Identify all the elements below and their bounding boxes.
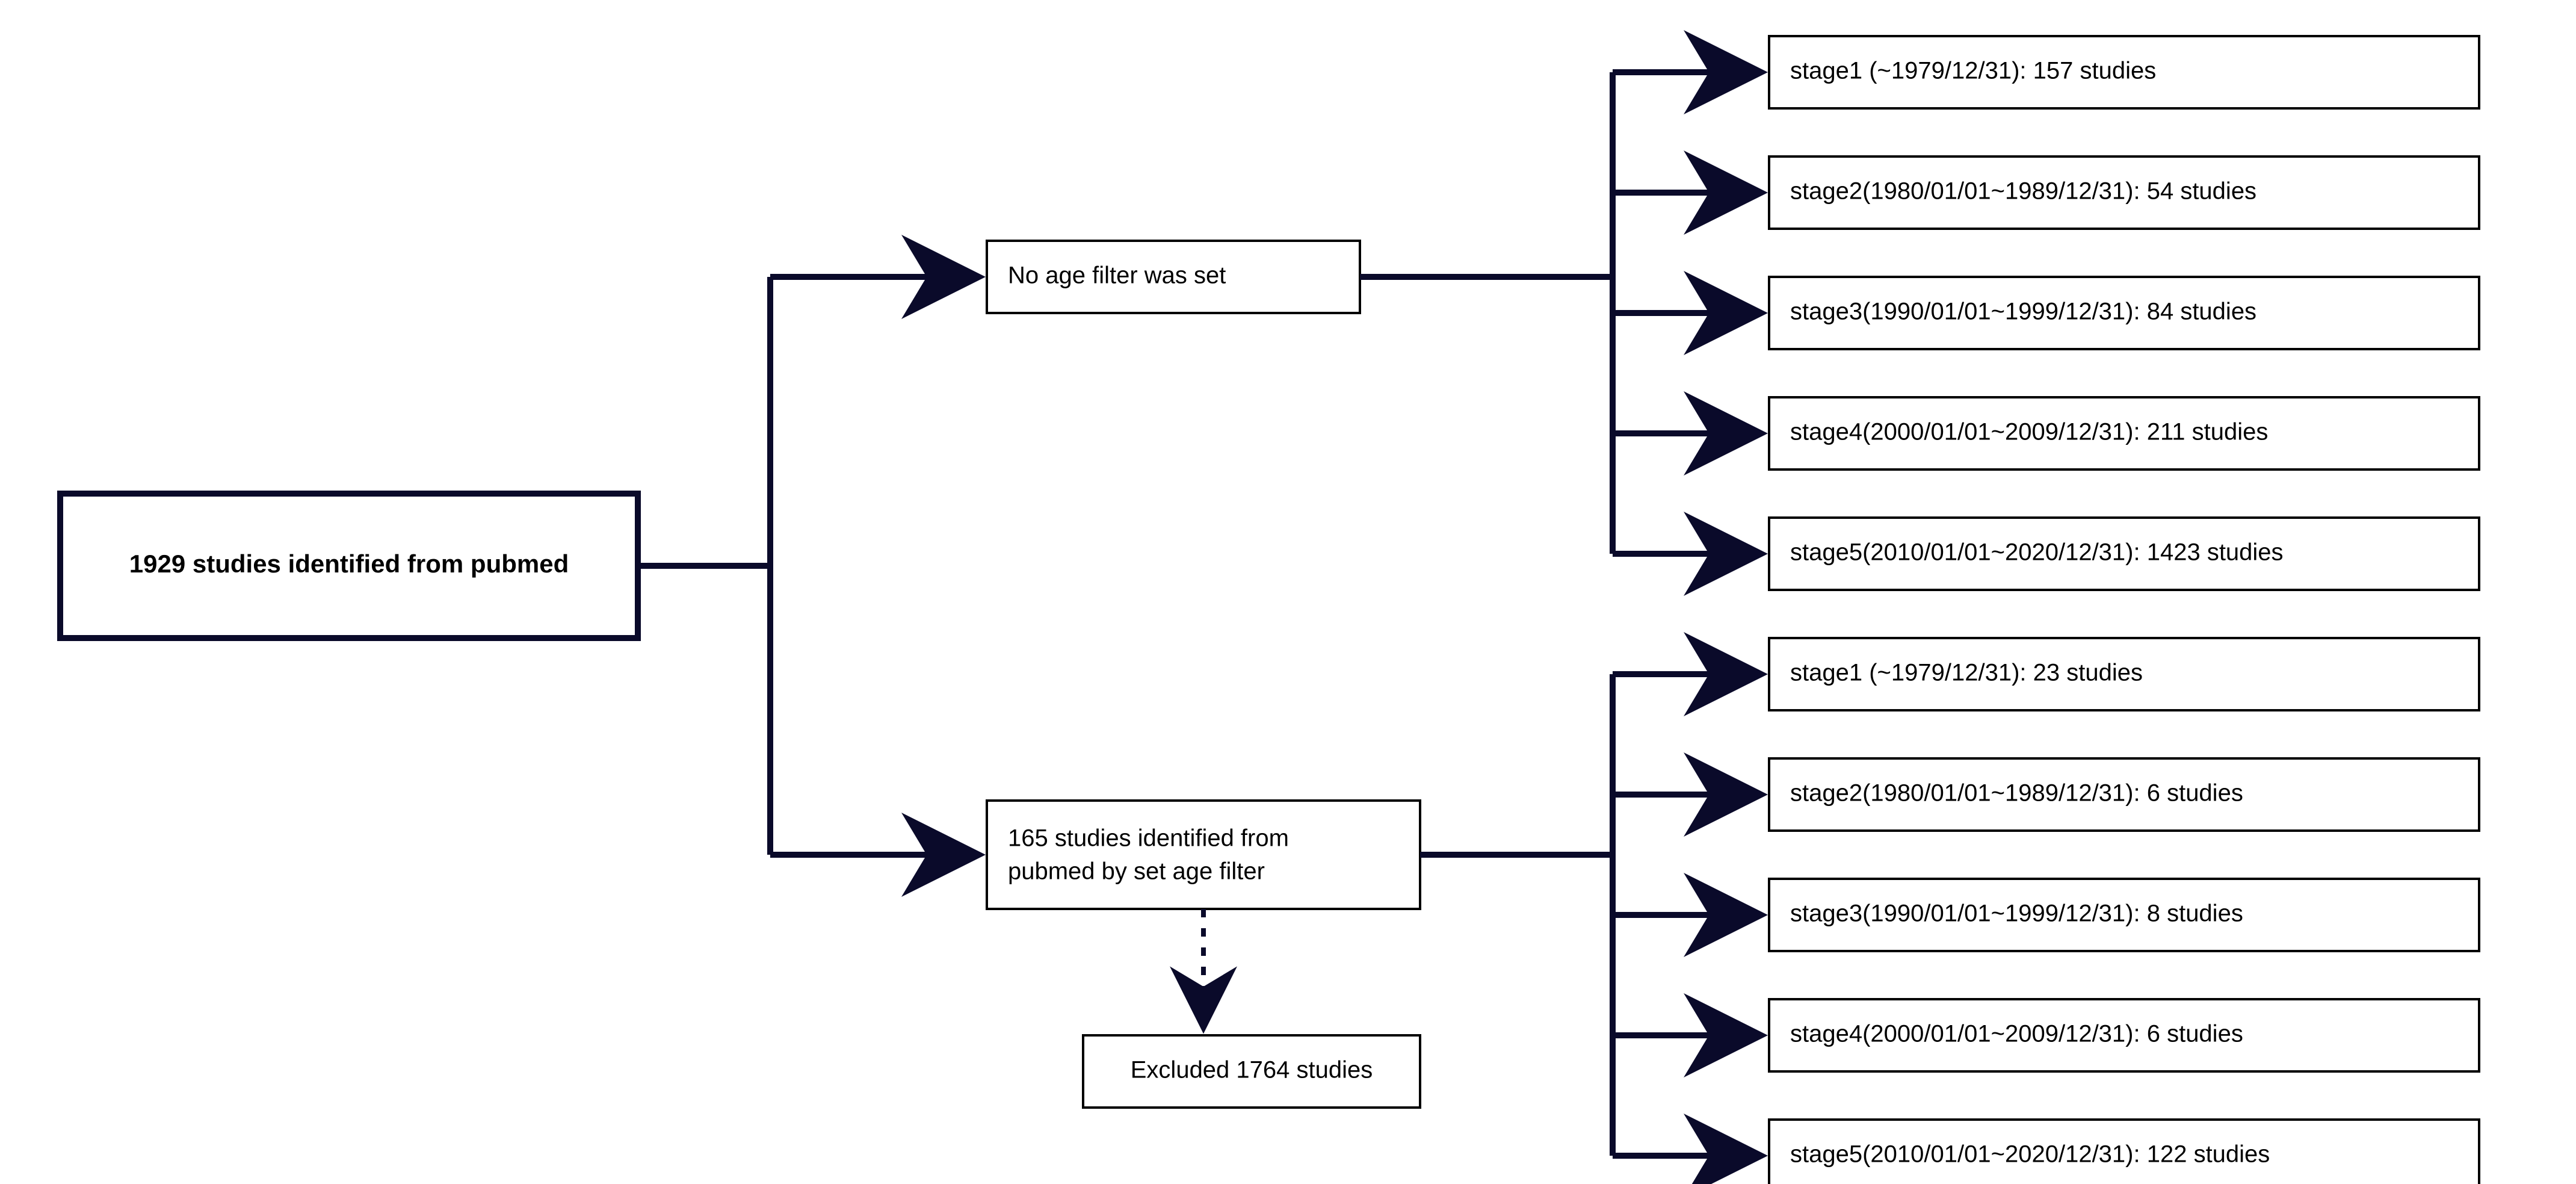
stage-label: stage1 (~1979/12/31): 157 studies <box>1790 58 2156 84</box>
branch2-node: 165 studies identified from pubmed by se… <box>987 801 1420 909</box>
branch2-label-line1: 165 studies identified from <box>1008 825 1289 852</box>
branch2-stage-4: stage4(2000/01/01~2009/12/31): 6 studies <box>1769 999 2479 1071</box>
branch2-stage-2: stage2(1980/01/01~1989/12/31): 6 studies <box>1769 758 2479 831</box>
flowchart-canvas: 1929 studies identified from pubmed No a… <box>0 0 2576 1184</box>
branch1-stage-4: stage4(2000/01/01~2009/12/31): 211 studi… <box>1769 397 2479 470</box>
branch2-stage-3: stage3(1990/01/01~1999/12/31): 8 studies <box>1769 879 2479 951</box>
root-label: 1929 studies identified from pubmed <box>129 550 569 578</box>
stage-label: stage3(1990/01/01~1999/12/31): 84 studie… <box>1790 299 2256 325</box>
branch1-stage-5: stage5(2010/01/01~2020/12/31): 1423 stud… <box>1769 518 2479 590</box>
stage-label: stage5(2010/01/01~2020/12/31): 1423 stud… <box>1790 539 2284 566</box>
branch2-stage-5: stage5(2010/01/01~2020/12/31): 122 studi… <box>1769 1120 2479 1184</box>
branch2-label-line2: pubmed by set age filter <box>1008 858 1265 885</box>
stage-label: stage2(1980/01/01~1989/12/31): 54 studie… <box>1790 178 2256 205</box>
stage-label: stage1 (~1979/12/31): 23 studies <box>1790 660 2143 686</box>
branch1-fanout <box>1360 72 1751 554</box>
branch2-stage-1: stage1 (~1979/12/31): 23 studies <box>1769 638 2479 710</box>
branch1-stage-3: stage3(1990/01/01~1999/12/31): 84 studie… <box>1769 277 2479 349</box>
branch1-label: No age filter was set <box>1008 262 1226 289</box>
branch1-node: No age filter was set <box>987 241 1360 313</box>
stage-label: stage2(1980/01/01~1989/12/31): 6 studies <box>1790 780 2243 807</box>
stage-label: stage3(1990/01/01~1999/12/31): 8 studies <box>1790 900 2243 927</box>
excluded-node: Excluded 1764 studies <box>1083 1035 1420 1108</box>
branch1-stage-2: stage2(1980/01/01~1989/12/31): 54 studie… <box>1769 157 2479 229</box>
branch2-fanout <box>1420 674 1751 1156</box>
branch1-stage-1: stage1 (~1979/12/31): 157 studies <box>1769 36 2479 108</box>
stage-label: stage4(2000/01/01~2009/12/31): 6 studies <box>1790 1021 2243 1047</box>
stage-label: stage4(2000/01/01~2009/12/31): 211 studi… <box>1790 419 2268 445</box>
root-split-connector <box>638 277 969 855</box>
root-node: 1929 studies identified from pubmed <box>60 494 638 638</box>
excluded-label: Excluded 1764 studies <box>1131 1057 1373 1083</box>
stage-label: stage5(2010/01/01~2020/12/31): 122 studi… <box>1790 1141 2270 1168</box>
